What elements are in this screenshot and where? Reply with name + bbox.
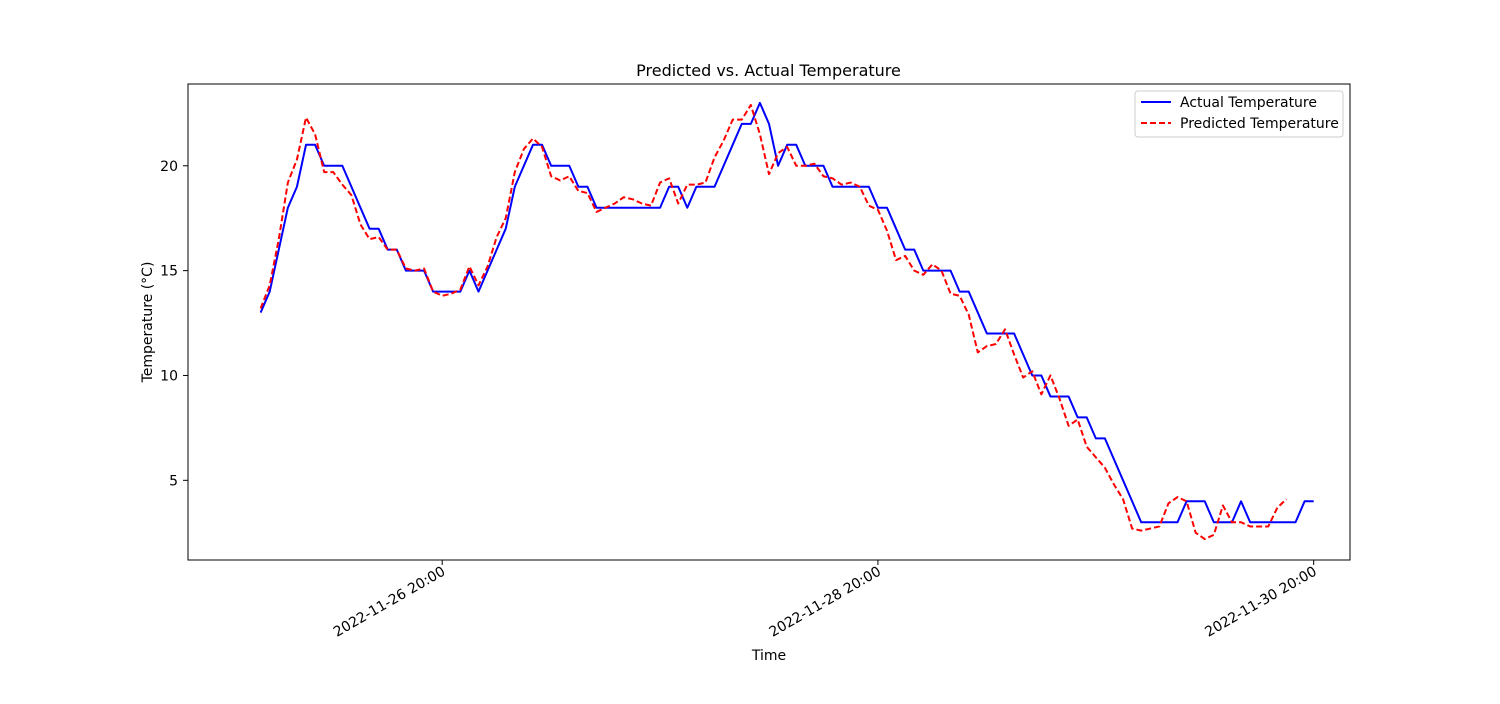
plot-frame <box>187 83 1351 561</box>
x-tick-label: 2022-11-26 20:00 <box>331 564 448 641</box>
legend: Actual Temperature Predicted Temperature <box>1134 90 1344 138</box>
legend-label-actual: Actual Temperature <box>1180 95 1317 111</box>
y-axis-label: Temperature (°C) <box>140 262 156 384</box>
x-tick-label: 2022-11-30 20:00 <box>1202 564 1319 641</box>
x-axis-label: Time <box>751 648 786 664</box>
legend-label-predicted: Predicted Temperature <box>1180 116 1339 132</box>
legend-box <box>1134 90 1344 138</box>
series-line-actual <box>259 101 1314 524</box>
y-tick-label: 10 <box>160 368 178 384</box>
y-tick-label: 5 <box>169 473 178 489</box>
y-tick-label: 20 <box>160 159 178 175</box>
chart-title: Predicted vs. Actual Temperature <box>636 61 901 80</box>
y-axis-ticks: 5 10 15 20 <box>160 159 188 489</box>
x-axis-ticks: 2022-11-26 20:00 2022-11-28 20:00 2022-11-… <box>331 560 1320 641</box>
series-layer <box>259 101 1314 541</box>
series-line-predicted <box>259 103 1288 541</box>
x-tick-label: 2022-11-28 20:00 <box>767 564 884 641</box>
y-tick-label: 15 <box>160 264 178 280</box>
